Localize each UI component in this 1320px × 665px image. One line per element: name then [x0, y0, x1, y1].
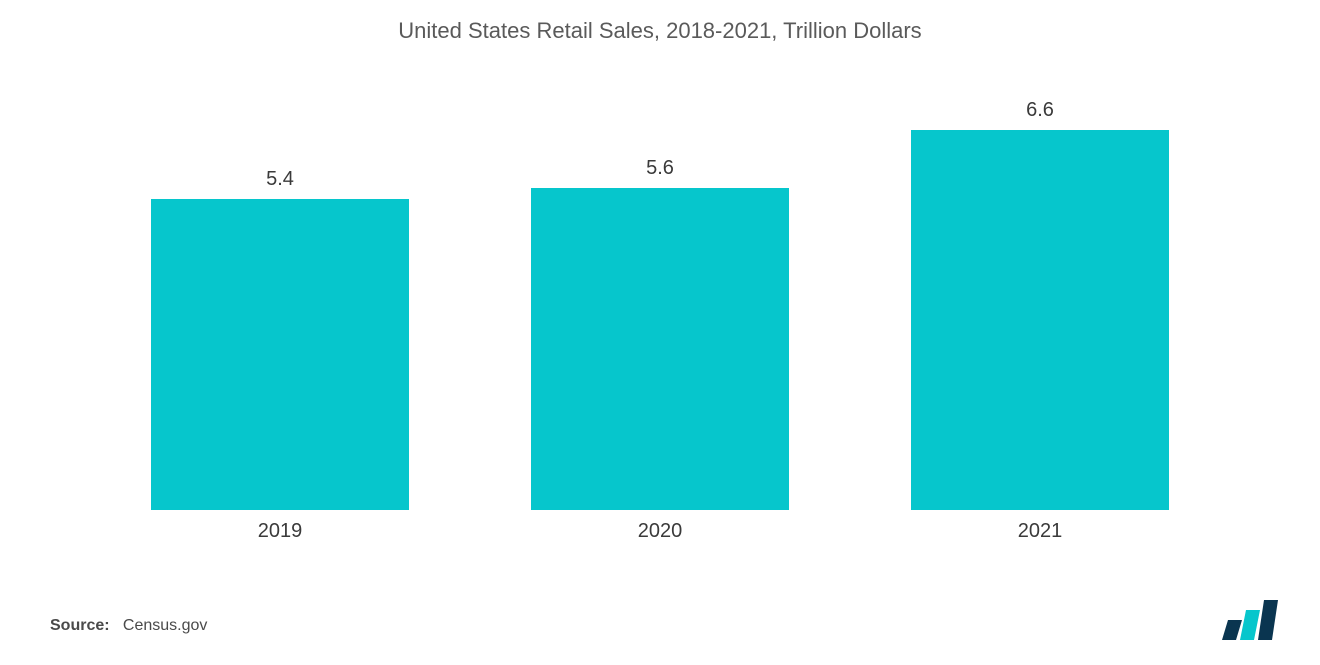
bar-category-label: 2020 — [531, 510, 789, 543]
bar-group: 5.62020 — [531, 157, 789, 510]
bar-category-label: 2019 — [151, 510, 409, 543]
bar-group: 5.42019 — [151, 168, 409, 510]
source-text — [114, 617, 123, 634]
logo-icon — [1220, 600, 1280, 640]
source-label: Source: — [50, 617, 110, 634]
bar-group: 6.62021 — [911, 99, 1169, 510]
chart-container: United States Retail Sales, 2018-2021, T… — [0, 0, 1320, 665]
plot-area: 5.42019 5.62020 6.62021 — [90, 90, 1230, 510]
source-line: Source: Census.gov — [50, 617, 207, 635]
bar — [151, 199, 409, 510]
source-value: Census.gov — [123, 617, 208, 634]
bar-category-label: 2021 — [911, 510, 1169, 543]
bar-value-label: 5.4 — [266, 168, 294, 191]
chart-title: United States Retail Sales, 2018-2021, T… — [0, 18, 1320, 44]
brand-logo — [1220, 600, 1280, 645]
bar — [531, 188, 789, 510]
bar-value-label: 5.6 — [646, 157, 674, 180]
bar — [911, 130, 1169, 510]
bar-value-label: 6.6 — [1026, 99, 1054, 122]
